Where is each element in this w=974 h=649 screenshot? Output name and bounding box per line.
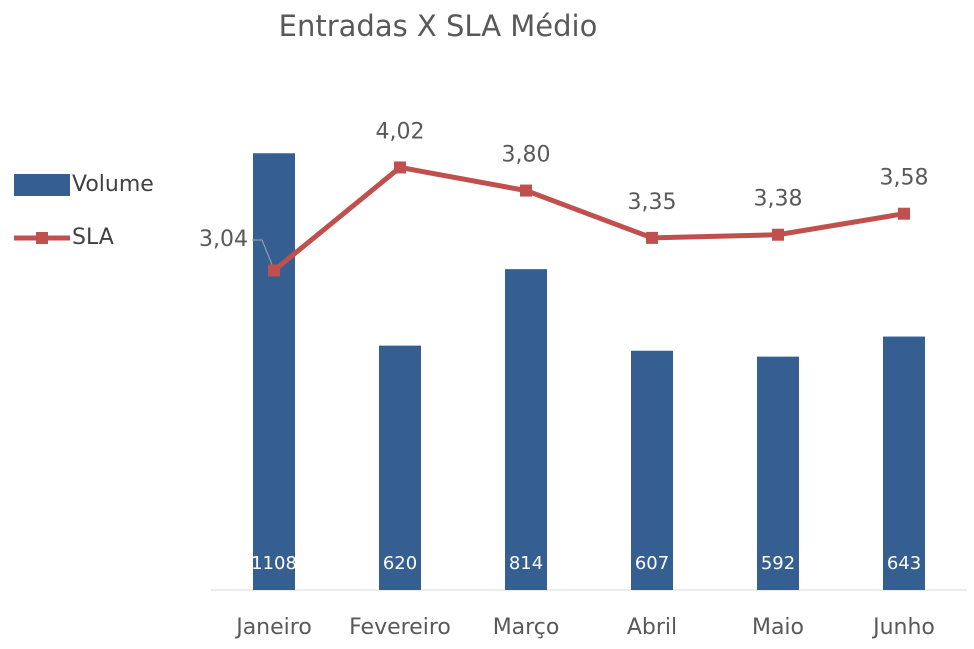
x-tick-label: Junho [871, 615, 935, 640]
x-tick-label: Maio [752, 615, 804, 640]
line-marker [268, 264, 280, 277]
line-marker [646, 231, 658, 244]
bar [505, 269, 547, 590]
x-tick-label: Abril [627, 615, 677, 640]
line-marker [520, 184, 532, 197]
bar [379, 345, 421, 590]
line-marker [898, 207, 910, 220]
line-value-label: 3,58 [880, 166, 929, 191]
line-marker [772, 228, 784, 241]
line-marker [394, 161, 406, 174]
bar-value-label: 607 [635, 553, 669, 574]
bar-value-label: 814 [509, 553, 543, 574]
line [272, 164, 905, 273]
x-tick-label: Março [493, 615, 560, 640]
line-value-label: 3,80 [502, 143, 551, 168]
bar-value-label: 592 [761, 553, 795, 574]
legend-swatch [14, 174, 70, 196]
bar-value-label: 620 [383, 553, 417, 574]
line-value-label: 4,02 [376, 119, 425, 144]
line-value-label: 3,04 [199, 227, 248, 252]
bar [253, 153, 295, 590]
legend-label: Volume [72, 172, 154, 197]
legend-label: SLA [72, 225, 114, 250]
legend-swatch [36, 232, 48, 244]
line-value-label: 3,35 [628, 190, 677, 215]
bar [883, 336, 925, 590]
x-tick-label: Fevereiro [349, 615, 451, 640]
leader-line [252, 239, 273, 265]
x-tick-label: Janeiro [234, 615, 312, 640]
chart-title: Entradas X SLA Médio [279, 9, 598, 43]
bar [631, 350, 673, 590]
line-value-label: 3,38 [754, 187, 803, 212]
bar-value-label: 643 [887, 553, 921, 574]
bar-value-label: 1108 [251, 553, 297, 574]
bar [757, 356, 799, 590]
